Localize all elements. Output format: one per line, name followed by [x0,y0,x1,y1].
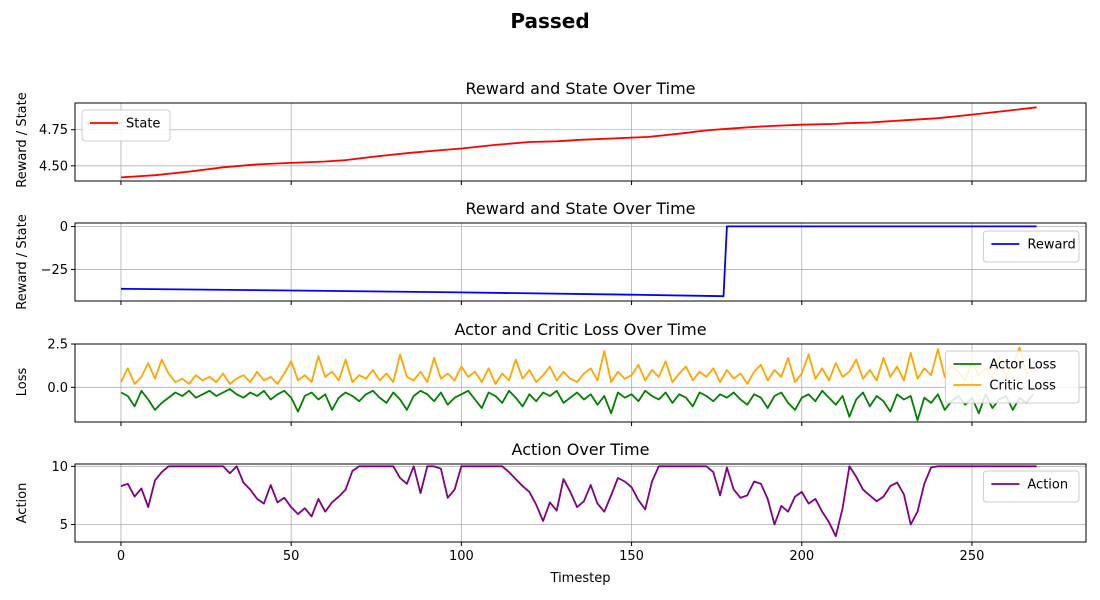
chart-panel-4: 0 50 100 150 200 250 5 10 Action Over Time Action… [15,440,1087,586]
chart-panels: 4.50 4.75 Reward and State Over Time Reward… [15,79,1087,586]
legend: Reward [982,230,1080,263]
y-tick-label: 4.50 [39,159,68,174]
panel-title: Actor and Critic Loss Over Time [454,320,706,339]
chart-panel-2: −25 0 Reward and State Over Time Reward / S… [15,199,1087,310]
legend: State [81,109,171,142]
x-tick-label: 200 [789,549,814,564]
legend: Action [982,470,1080,503]
series-line-critic-loss [120,346,1034,385]
y-axis-label: Reward / State [15,92,30,187]
axes-frame [74,343,1087,423]
x-tick-label: 150 [619,549,644,564]
y-tick-label: −25 [41,263,68,278]
x-tick-label: 0 [117,549,125,564]
legend-label: Reward [1027,238,1075,253]
figure-title: Passed [510,9,589,33]
chart-panel-1: 4.50 4.75 Reward and State Over Time Reward… [15,79,1087,188]
legend-box [81,109,171,142]
legend-box [982,470,1080,503]
x-axis-label: Timestep [550,571,611,586]
series-line-action [120,465,1037,538]
y-tick-label: 0.0 [47,381,68,396]
y-tick-label: 10 [51,460,68,475]
series-line-state [120,106,1037,179]
legend-label: Critic Loss [989,379,1056,394]
y-tick-label: 5 [60,518,68,533]
panel-title: Reward and State Over Time [465,199,695,218]
chart-panel-3: 0.0 2.5 Actor and Critic Loss Over Time Los… [15,320,1087,426]
y-tick-label: 0 [60,220,68,235]
legend-label: Action [1027,478,1068,493]
axes-frame [74,463,1087,543]
panel-title: Action Over Time [512,440,650,459]
panel-title: Reward and State Over Time [465,79,695,98]
y-axis-label: Reward / State [15,214,30,309]
axes-frame [74,102,1087,182]
legend-box [982,230,1080,263]
y-axis-label: Action [15,483,30,524]
y-tick-label: 4.75 [39,123,68,138]
y-axis-label: Loss [15,368,30,397]
y-tick-label: 2.5 [47,338,68,353]
x-tick-label: 100 [449,549,474,564]
x-tick-label: 250 [960,549,985,564]
legend: Actor Loss Critic Loss [944,350,1080,404]
x-tick-label: 50 [283,549,300,564]
series-line-actor-loss [120,388,1034,422]
legend-label: Actor Loss [989,358,1056,373]
axes-frame [74,222,1087,302]
series-line-reward [120,225,1037,298]
legend-label: State [126,117,160,132]
